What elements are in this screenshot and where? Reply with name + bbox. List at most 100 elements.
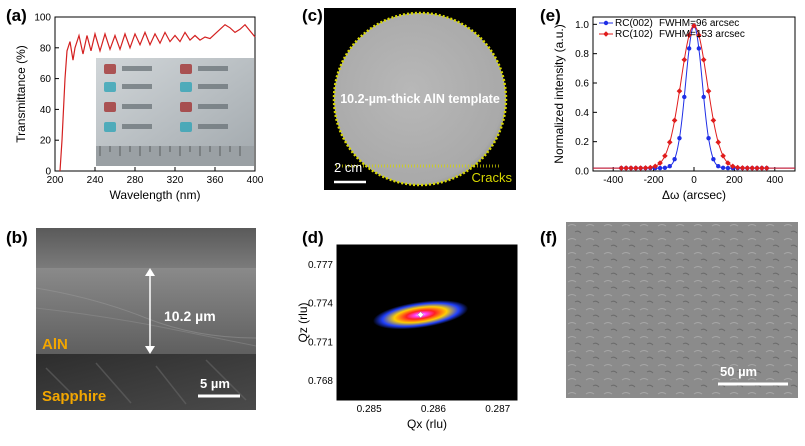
legend-fwhm: FWHM=96 arcsec [659, 18, 739, 29]
rc-point [653, 165, 658, 171]
rc-point [715, 139, 722, 146]
rc-point [759, 165, 765, 171]
rc-point [749, 165, 755, 171]
rc-point [619, 165, 624, 171]
rsm-peak [373, 300, 469, 330]
rc-point [647, 164, 654, 171]
legend-series-name: RC(002) [615, 18, 653, 29]
transmittance-line [59, 23, 256, 172]
rc-point [686, 46, 692, 51]
rc-point [666, 139, 673, 146]
panel-c-letter: (c) [302, 6, 323, 25]
wafer-photo-inset [96, 58, 254, 166]
x-tick-label: -400 [603, 175, 623, 186]
plot-frame [336, 244, 518, 401]
rc-point [730, 165, 735, 171]
rc-point [716, 163, 721, 169]
rc-line-0 [593, 25, 795, 169]
rc-point [628, 165, 634, 171]
rc-point [623, 165, 629, 171]
panel-c-image: 10.2-µm-thick AlN template 2 cm Cracks [324, 8, 516, 190]
rc-point [705, 88, 712, 94]
scale-bar-b-label: 5 µm [200, 376, 230, 391]
y-tick-label: 0 [45, 167, 51, 178]
rc-point [763, 165, 770, 171]
rc-point [740, 165, 745, 171]
x-tick-label: 400 [247, 175, 264, 186]
rsm-peak-marker [417, 311, 424, 319]
x-tick-label: 400 [766, 175, 783, 186]
x-tick-label: 0.287 [485, 404, 510, 415]
rc-point [700, 56, 707, 63]
crack-edge [332, 11, 508, 187]
rc-point [652, 163, 659, 170]
rc-point [691, 23, 697, 28]
scale-bar-c-label: 2 cm [334, 160, 363, 175]
rc-point [681, 56, 688, 63]
y-tick-label: 0.774 [308, 299, 333, 310]
rc-point [686, 32, 692, 38]
legend-marker [603, 31, 609, 37]
panel-f-letter: (f) [540, 228, 557, 247]
rc-point [648, 165, 653, 171]
y-tick-label: 20 [40, 136, 52, 147]
rc-point [720, 153, 726, 159]
plot-frame [54, 16, 256, 172]
panel-d-letter: (d) [302, 228, 324, 247]
rc-point [682, 94, 687, 100]
rsm-background [337, 245, 517, 400]
wafer-caption: 10.2-µm-thick AlN template [340, 92, 500, 106]
rc-point [633, 165, 639, 171]
rc-point [764, 165, 769, 171]
thickness-label: 10.2 µm [164, 308, 216, 324]
rc-point [633, 165, 639, 171]
rc-point [754, 165, 760, 171]
rc-point [657, 160, 663, 166]
legend-fwhm: FWHM=153 arcsec [659, 29, 745, 40]
y-tick-label: 80 [40, 43, 52, 54]
rc-point [711, 156, 716, 162]
rc-point [657, 165, 663, 171]
rc-point [759, 165, 765, 171]
x-tick-label: 280 [127, 175, 144, 186]
y-tick-label: 0.768 [308, 376, 333, 387]
rc-point [701, 94, 706, 100]
rc-point [729, 163, 736, 170]
panel-b-letter: (b) [6, 228, 28, 247]
rc-point [696, 32, 702, 38]
rc-point [710, 117, 717, 124]
plot-frame [592, 16, 796, 172]
y-tick-label: 60 [40, 74, 52, 85]
y-tick-label: 0.8 [575, 49, 589, 60]
rc-point [637, 165, 644, 171]
x-tick-label: 0 [691, 175, 697, 186]
y-tick-label: 0.4 [575, 108, 589, 119]
rc-point [623, 165, 629, 171]
y-tick-label: 0.0 [575, 167, 589, 178]
x-tick-label: 360 [207, 175, 224, 186]
rc-point [662, 153, 668, 159]
rc-point [739, 165, 746, 171]
x-tick-label: 240 [87, 175, 104, 186]
rc-point [642, 165, 649, 171]
rc-point [677, 135, 682, 141]
x-tick-label: 0.286 [421, 404, 446, 415]
rc-point [671, 117, 678, 124]
rc-point [696, 46, 702, 51]
y-axis-title: Transmittance (%) [14, 45, 28, 143]
rc-point [667, 163, 672, 169]
cracks-label: Cracks [471, 170, 512, 185]
rc-point [706, 135, 711, 141]
legend-series-name: RC(102) [615, 29, 653, 40]
rc-point [720, 165, 726, 170]
panel-e-letter: (e) [540, 6, 561, 25]
scale-bar-f-label: 50 µm [720, 364, 758, 379]
x-tick-label: -200 [644, 175, 664, 186]
y-tick-label: 0.777 [308, 260, 333, 271]
rc-point [734, 164, 741, 171]
y-tick-label: 0.771 [308, 337, 333, 348]
rc-point [618, 165, 625, 171]
x-tick-label: 200 [47, 175, 64, 186]
y-axis-title: Qz (rlu) [296, 303, 310, 343]
x-tick-label: 0.285 [357, 404, 382, 415]
